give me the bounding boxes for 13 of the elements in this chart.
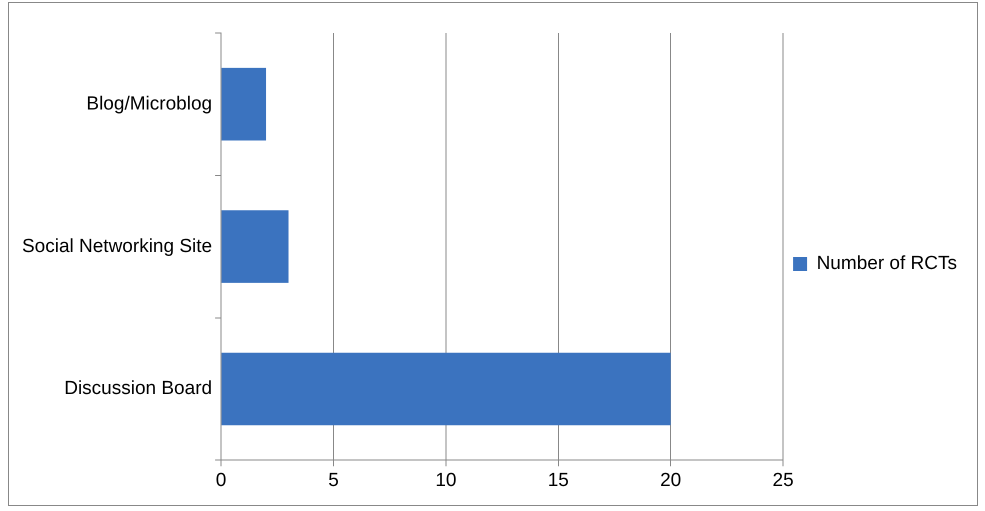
y-tick-label: Social Networking Site [22,236,212,257]
x-tick-label: 20 [660,470,682,491]
x-tick-label: 5 [328,470,339,491]
y-tick-label: Discussion Board [64,378,212,400]
bar [222,68,266,141]
y-tick-label: Blog/Microblog [86,93,212,114]
x-tick-label: 10 [435,470,456,491]
x-tick-label: 0 [216,470,226,491]
bar [222,210,289,283]
bar [222,352,671,426]
legend-label: Number of RCTs [816,253,957,274]
x-tick-label: 15 [548,470,569,491]
x-tick-label: 25 [772,470,794,491]
